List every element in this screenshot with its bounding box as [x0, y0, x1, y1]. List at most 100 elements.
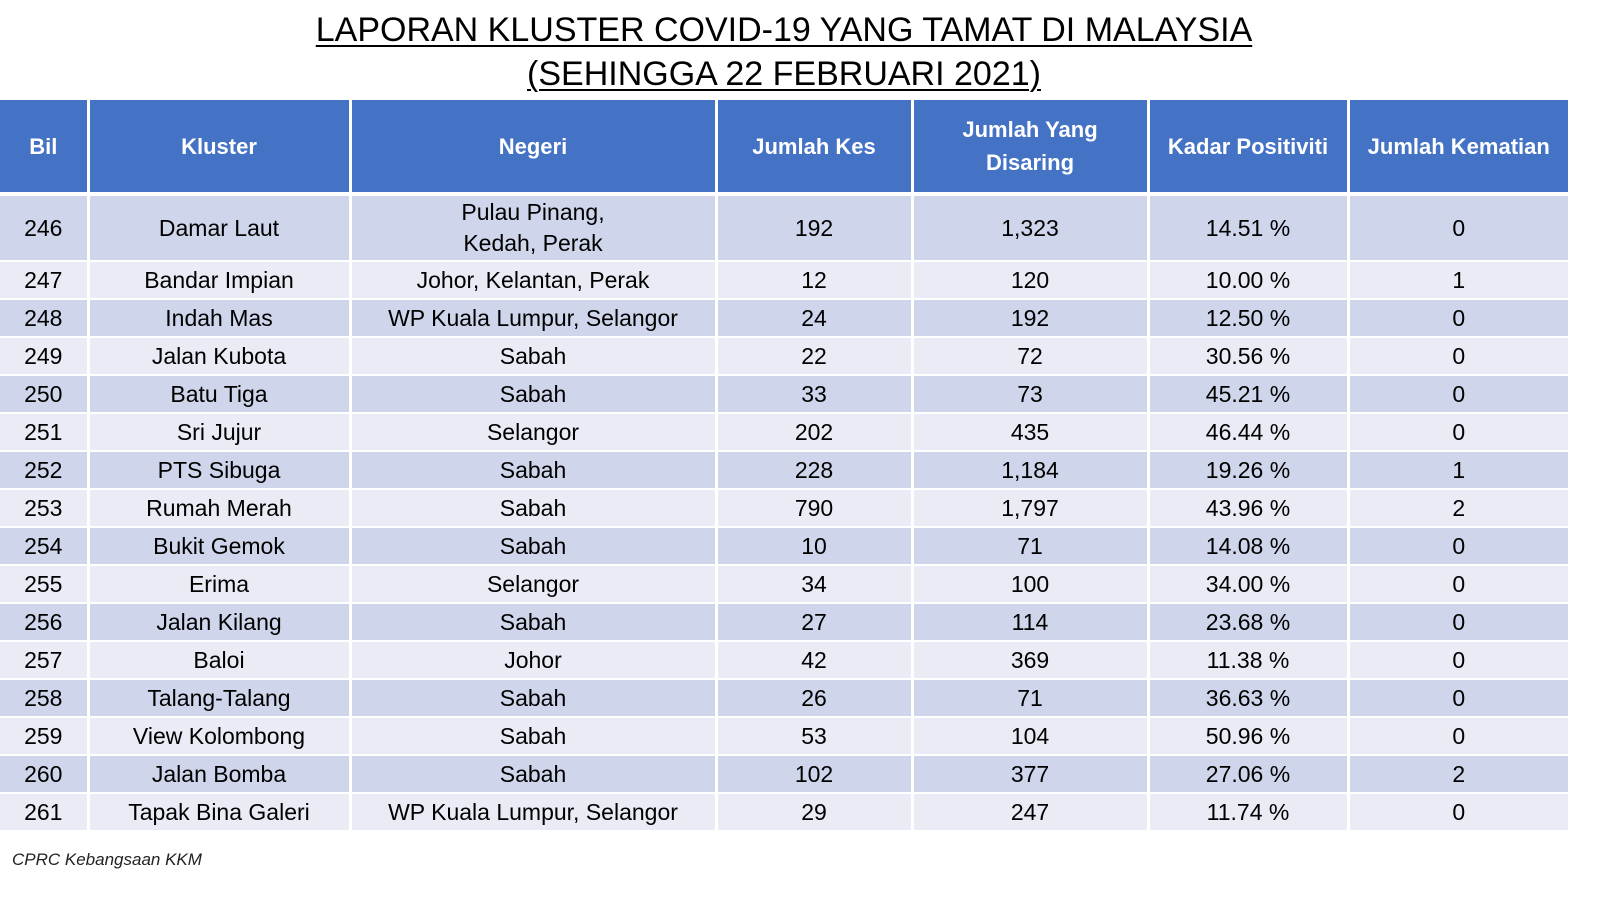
- cell-bil: 258: [0, 679, 90, 718]
- cell-jumlah-kematian: 0: [1346, 565, 1568, 604]
- cell-jumlah-kematian: 0: [1346, 679, 1568, 718]
- cell-jumlah-kes: 53: [714, 717, 914, 756]
- cell-kluster: Erima: [86, 565, 352, 604]
- cell-jumlah-disaring: 104: [910, 717, 1150, 756]
- column-header-negeri: Negeri: [348, 100, 718, 196]
- cell-bil: 247: [0, 261, 90, 300]
- cell-jumlah-disaring: 71: [910, 527, 1150, 566]
- cell-kluster: Indah Mas: [86, 299, 352, 338]
- cell-jumlah-disaring: 369: [910, 641, 1150, 680]
- cell-jumlah-kematian: 0: [1346, 793, 1568, 832]
- cell-jumlah-kes: 26: [714, 679, 914, 718]
- cell-negeri: Sabah: [348, 375, 718, 414]
- cell-negeri: Sabah: [348, 451, 718, 490]
- cell-jumlah-disaring: 114: [910, 603, 1150, 642]
- column-header-jumlah-disaring: Jumlah Yang Disaring: [910, 100, 1150, 196]
- cell-jumlah-kes: 33: [714, 375, 914, 414]
- cell-jumlah-kematian: 2: [1346, 755, 1568, 794]
- cell-jumlah-disaring: 1,323: [910, 194, 1150, 262]
- cell-negeri: Sabah: [348, 337, 718, 376]
- header-row: Bil Kluster Negeri Jumlah Kes Jumlah Yan…: [0, 100, 1568, 196]
- cell-jumlah-kematian: 0: [1346, 375, 1568, 414]
- cell-kluster: Rumah Merah: [86, 489, 352, 528]
- cell-bil: 254: [0, 527, 90, 566]
- table-row: 252 PTS Sibuga Sabah 228 1,184 19.26 % 1: [0, 451, 1568, 490]
- cell-jumlah-kes: 202: [714, 413, 914, 452]
- cell-jumlah-disaring: 377: [910, 755, 1150, 794]
- cell-negeri: Sabah: [348, 603, 718, 642]
- cell-bil: 252: [0, 451, 90, 490]
- cell-kluster: Jalan Kubota: [86, 337, 352, 376]
- table-row: 248 Indah Mas WP Kuala Lumpur, Selangor …: [0, 299, 1568, 338]
- cell-jumlah-kematian: 0: [1346, 337, 1568, 376]
- cell-bil: 246: [0, 194, 90, 262]
- cell-bil: 260: [0, 755, 90, 794]
- cell-kadar-positiviti: 11.38 %: [1146, 641, 1350, 680]
- cell-negeri: Sabah: [348, 717, 718, 756]
- cell-kluster: Baloi: [86, 641, 352, 680]
- cell-kluster: PTS Sibuga: [86, 451, 352, 490]
- cell-negeri: Johor: [348, 641, 718, 680]
- cell-jumlah-kes: 34: [714, 565, 914, 604]
- cell-jumlah-kematian: 0: [1346, 194, 1568, 262]
- cell-negeri: Sabah: [348, 755, 718, 794]
- table-row: 260 Jalan Bomba Sabah 102 377 27.06 % 2: [0, 755, 1568, 794]
- cell-kluster: Tapak Bina Galeri: [86, 793, 352, 832]
- cell-negeri: Sabah: [348, 527, 718, 566]
- table-row: 255 Erima Selangor 34 100 34.00 % 0: [0, 565, 1568, 604]
- cell-jumlah-disaring: 247: [910, 793, 1150, 832]
- cell-bil: 259: [0, 717, 90, 756]
- cell-jumlah-disaring: 100: [910, 565, 1150, 604]
- table-row: 259 View Kolombong Sabah 53 104 50.96 % …: [0, 717, 1568, 756]
- cell-negeri: Sabah: [348, 679, 718, 718]
- source-footer: CPRC Kebangsaan KKM: [12, 850, 202, 869]
- cell-bil: 256: [0, 603, 90, 642]
- cell-bil: 257: [0, 641, 90, 680]
- cell-negeri: WP Kuala Lumpur, Selangor: [348, 793, 718, 832]
- table-row: 253 Rumah Merah Sabah 790 1,797 43.96 % …: [0, 489, 1568, 528]
- cell-bil: 255: [0, 565, 90, 604]
- cell-negeri: Pulau Pinang, Kedah, Perak: [348, 194, 718, 262]
- cell-bil: 253: [0, 489, 90, 528]
- cell-jumlah-disaring: 72: [910, 337, 1150, 376]
- cell-kluster: Bukit Gemok: [86, 527, 352, 566]
- cell-jumlah-disaring: 71: [910, 679, 1150, 718]
- column-header-jumlah-kematian: Jumlah Kematian: [1346, 100, 1568, 196]
- table-header: Bil Kluster Negeri Jumlah Kes Jumlah Yan…: [0, 100, 1568, 196]
- report-title-line1: LAPORAN KLUSTER COVID-19 YANG TAMAT DI M…: [315, 11, 1253, 49]
- cell-negeri: Selangor: [348, 565, 718, 604]
- cell-negeri: WP Kuala Lumpur, Selangor: [348, 299, 718, 338]
- cell-kluster: Jalan Kilang: [86, 603, 352, 642]
- cell-kluster: Batu Tiga: [86, 375, 352, 414]
- cell-jumlah-kes: 10: [714, 527, 914, 566]
- cell-jumlah-disaring: 1,797: [910, 489, 1150, 528]
- column-header-kluster: Kluster: [86, 100, 352, 196]
- cell-jumlah-kematian: 0: [1346, 527, 1568, 566]
- cell-jumlah-disaring: 435: [910, 413, 1150, 452]
- table-row: 257 Baloi Johor 42 369 11.38 % 0: [0, 641, 1568, 680]
- cell-kadar-positiviti: 23.68 %: [1146, 603, 1350, 642]
- cell-jumlah-kematian: 0: [1346, 299, 1568, 338]
- cell-jumlah-kes: 27: [714, 603, 914, 642]
- cell-jumlah-kematian: 2: [1346, 489, 1568, 528]
- cell-jumlah-kematian: 1: [1346, 451, 1568, 490]
- cell-jumlah-kes: 22: [714, 337, 914, 376]
- cell-jumlah-kes: 24: [714, 299, 914, 338]
- cluster-table: Bil Kluster Negeri Jumlah Kes Jumlah Yan…: [0, 100, 1568, 832]
- cell-kadar-positiviti: 50.96 %: [1146, 717, 1350, 756]
- cell-bil: 261: [0, 793, 90, 832]
- cell-kadar-positiviti: 46.44 %: [1146, 413, 1350, 452]
- cell-jumlah-kematian: 1: [1346, 261, 1568, 300]
- cell-kluster: Sri Jujur: [86, 413, 352, 452]
- cell-jumlah-kes: 228: [714, 451, 914, 490]
- cell-jumlah-kematian: 0: [1346, 641, 1568, 680]
- table-body: 246 Damar Laut Pulau Pinang, Kedah, Perak…: [0, 194, 1568, 832]
- report-title: LAPORAN KLUSTER COVID-19 YANG TAMAT DI M…: [0, 8, 1568, 96]
- cell-jumlah-kes: 29: [714, 793, 914, 832]
- table-row: 249 Jalan Kubota Sabah 22 72 30.56 % 0: [0, 337, 1568, 376]
- report-title-line2: (SEHINGGA 22 FEBRUARI 2021): [527, 55, 1041, 93]
- cell-negeri: Selangor: [348, 413, 718, 452]
- cell-kluster: View Kolombong: [86, 717, 352, 756]
- table-row: 250 Batu Tiga Sabah 33 73 45.21 % 0: [0, 375, 1568, 414]
- table-row: 254 Bukit Gemok Sabah 10 71 14.08 % 0: [0, 527, 1568, 566]
